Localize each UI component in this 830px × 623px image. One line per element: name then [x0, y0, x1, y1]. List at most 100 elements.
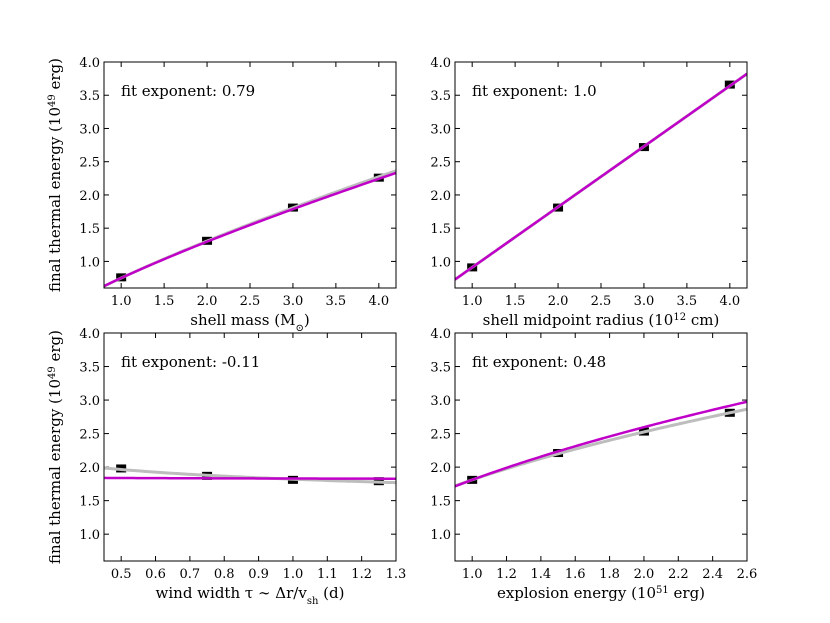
- x-axis-label-main: wind width τ ∼ Δr/v: [156, 584, 308, 602]
- y-tick-label: 1.5: [79, 495, 100, 510]
- x-tick-label: 3.0: [634, 294, 655, 309]
- axes-frame: [454, 332, 748, 562]
- y-tick-label: 1.5: [79, 222, 100, 237]
- fit-line: [455, 72, 747, 281]
- y-tick-label: 3.5: [430, 361, 451, 376]
- x-tick-label: 1.0: [462, 294, 483, 309]
- y-axis-label-main: final thermal energy (10: [46, 107, 64, 292]
- x-axis-label-end: cm): [686, 311, 719, 329]
- x-tick-label: 2.2: [668, 567, 689, 582]
- x-tick-label: 1.6: [565, 567, 586, 582]
- y-axis-label: final thermal energy (1049 erg): [46, 330, 64, 564]
- x-tick-label: 4.0: [368, 294, 389, 309]
- x-tick-label: 1.1: [317, 567, 338, 582]
- y-tick-label: 4.0: [430, 56, 451, 71]
- fit-line: [104, 476, 396, 480]
- reference-fit-line: [104, 466, 396, 485]
- x-tick-label: 3.0: [283, 294, 304, 309]
- x-axis-label: shell mass (M⊙): [190, 311, 309, 334]
- fit-exponent-annotation: fit exponent: 0.48: [472, 353, 606, 371]
- x-tick-label: 4.0: [719, 294, 740, 309]
- y-tick-label: 1.0: [430, 255, 451, 270]
- y-tick-label: 1.0: [79, 528, 100, 543]
- x-axis-label-end: erg): [669, 584, 705, 602]
- x-axis-label-end: (d): [318, 584, 344, 602]
- x-tick-label: 0.6: [145, 567, 166, 582]
- y-tick-label: 4.0: [79, 56, 100, 71]
- y-tick-label: 3.5: [430, 89, 451, 104]
- x-tick-label: 1.0: [283, 567, 304, 582]
- x-tick-label: 2.0: [634, 567, 655, 582]
- x-tick-label: 2.0: [548, 294, 569, 309]
- x-tick-label: 1.4: [531, 567, 552, 582]
- axes-frame: [454, 61, 748, 289]
- x-tick-label: 1.2: [351, 567, 372, 582]
- y-tick-label: 3.0: [430, 394, 451, 409]
- y-tick-label: 2.5: [430, 156, 451, 171]
- x-tick-label: 0.5: [111, 567, 132, 582]
- y-axis-label-end: erg): [46, 58, 64, 94]
- x-tick-label: 2.0: [197, 294, 218, 309]
- x-tick-label: 1.8: [599, 567, 620, 582]
- y-tick-label: 3.0: [79, 394, 100, 409]
- y-tick-label: 3.5: [79, 361, 100, 376]
- x-tick-label: 0.9: [248, 567, 269, 582]
- x-axis-label-main: shell mass (M: [190, 311, 295, 329]
- x-tick-label: 2.5: [240, 294, 261, 309]
- x-tick-label: 1.2: [496, 567, 517, 582]
- axes-frame: [103, 332, 397, 562]
- reference-fit-line: [455, 407, 747, 488]
- x-axis-label-end: ): [304, 311, 310, 329]
- fit-line: [104, 171, 396, 288]
- x-tick-label: 1.5: [505, 294, 526, 309]
- x-tick-label: 3.5: [677, 294, 698, 309]
- y-tick-label: 3.0: [79, 122, 100, 137]
- y-tick-label: 2.0: [430, 189, 451, 204]
- y-tick-label: 3.5: [79, 89, 100, 104]
- x-tick-label: 1.5: [154, 294, 175, 309]
- x-tick-label: 0.8: [214, 567, 235, 582]
- y-axis-label: final thermal energy (1049 erg): [46, 58, 64, 292]
- x-tick-label: 2.5: [591, 294, 612, 309]
- fit-exponent-annotation: fit exponent: -0.11: [121, 353, 260, 371]
- x-axis-label-sup: 51: [656, 585, 669, 596]
- y-tick-label: 2.0: [430, 461, 451, 476]
- panel-bottom-right: 1.0 1.2 1.4 1.6 1.8 2.0 2.2 2.4 2.6 1.0 1.5 2.0 2.5 3…: [430, 327, 757, 602]
- y-tick-label: 1.0: [430, 528, 451, 543]
- y-tick-label: 2.5: [79, 156, 100, 171]
- x-axis-label: explosion energy (1051 erg): [497, 584, 705, 602]
- y-axis-label-main: final thermal energy (10: [46, 379, 64, 564]
- y-tick-label: 1.5: [430, 495, 451, 510]
- y-tick-label: 2.5: [79, 428, 100, 443]
- axes-frame: [103, 61, 397, 289]
- y-tick-label: 3.0: [430, 122, 451, 137]
- x-axis-label-main: shell midpoint radius (10: [483, 311, 674, 329]
- x-axis-label: shell midpoint radius (1012 cm): [483, 311, 720, 329]
- x-tick-label: 1.0: [462, 567, 483, 582]
- y-tick-label: 1.0: [79, 255, 100, 270]
- y-axis-label-end: erg): [46, 330, 64, 366]
- y-tick-label: 1.5: [430, 222, 451, 237]
- x-tick-label: 3.5: [326, 294, 347, 309]
- y-tick-label: 4.0: [430, 327, 451, 342]
- x-axis-label: wind width τ ∼ Δr/vsh (d): [156, 584, 345, 607]
- x-tick-label: 2.4: [702, 567, 723, 582]
- x-tick-label: 1.3: [386, 567, 407, 582]
- fit-exponent-annotation: fit exponent: 0.79: [121, 82, 255, 100]
- y-axis-label-sup: 49: [47, 366, 58, 379]
- x-axis-label-main: explosion energy (10: [497, 584, 656, 602]
- y-tick-label: 2.5: [430, 428, 451, 443]
- y-tick-label: 2.0: [79, 461, 100, 476]
- panel-top-right: 1.0 1.5 2.0 2.5 3.0 3.5 4.0 1.0 1.5 2.0 2.5 3.0 3.5 4…: [430, 56, 748, 329]
- fit-exponent-annotation: fit exponent: 1.0: [472, 82, 597, 100]
- x-tick-label: 1.0: [111, 294, 132, 309]
- y-tick-label: 4.0: [79, 327, 100, 342]
- y-tick-label: 2.0: [79, 189, 100, 204]
- x-axis-label-sup: 12: [673, 312, 686, 323]
- y-axis-label-sup: 49: [47, 94, 58, 107]
- panel-top-left: 1.0 1.5 2.0 2.5 3.0 3.5 4.0 1.0 1.5 2.0 2.5 3.0 3.5 4…: [46, 56, 397, 334]
- fit-line: [455, 400, 747, 488]
- x-tick-label: 0.7: [180, 567, 201, 582]
- x-axis-label-sub: sh: [307, 596, 319, 607]
